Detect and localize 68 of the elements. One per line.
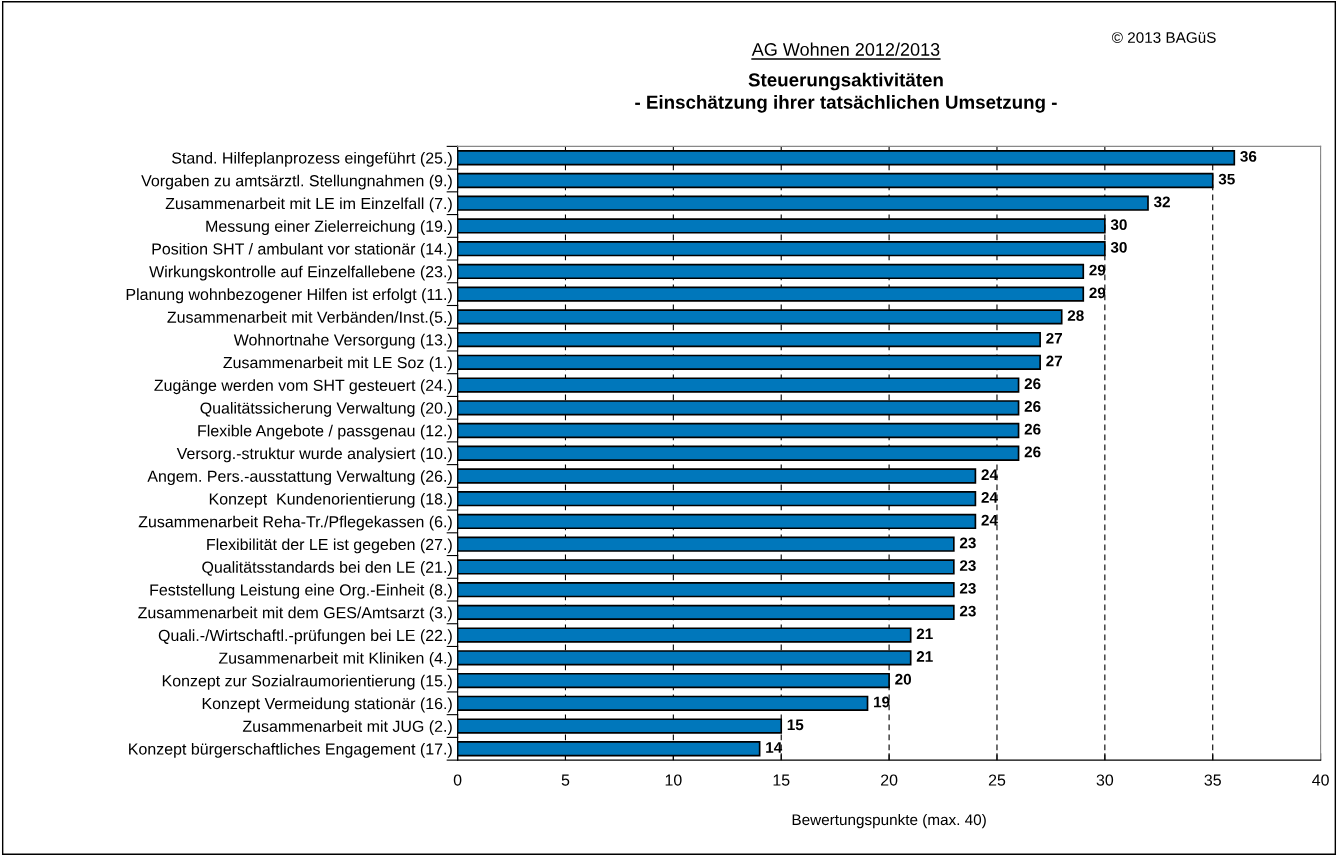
x-tick-label: 20	[881, 774, 898, 786]
y-tick-label: Zusammenarbeit mit Verbänden/Inst.(5.)	[167, 311, 452, 326]
y-tick-label: Qualitätsstandards bei den LE (21.)	[202, 561, 452, 576]
chart-subtitle: Steuerungsaktivitäten - Einschätzung ihrer tatsächlichen Umsetzung -	[635, 72, 1057, 113]
data-label: 35	[1218, 173, 1235, 185]
data-label: 26	[1024, 423, 1041, 435]
y-tick-label: Konzept Kundenorientierung (18.)	[209, 492, 452, 508]
data-label: 27	[1046, 332, 1063, 344]
data-label: 36	[1240, 151, 1257, 162]
data-label: 30	[1110, 241, 1127, 253]
y-tick-label: Zugänge werden vom SHT gesteuert (24.)	[154, 379, 452, 395]
data-label: 32	[1153, 196, 1170, 208]
y-tick-label: Position SHT / ambulant vor stationär (14.)	[152, 242, 452, 258]
bar	[457, 741, 761, 757]
y-tick-label: Zusammenarbeit Reha-Tr./Pflegekassen (6.)	[138, 515, 452, 531]
y-tick-label: Zusammenarbeit mit JUG (2.)	[242, 720, 452, 736]
y-tick-label: Flexible Angebote / passgenau (12.)	[198, 424, 452, 440]
x-axis-title: Bewertungspunkte (max. 40)	[792, 813, 986, 829]
y-tick-label: Zusammenarbeit mit Kliniken (4.)	[218, 652, 452, 667]
data-label: 24	[981, 469, 998, 480]
data-label: 15	[787, 719, 804, 731]
x-tick-label: 35	[1204, 774, 1221, 786]
y-tick-label: Konzept Vermeidung stationär (16.)	[202, 697, 452, 713]
data-label: 28	[1067, 310, 1084, 321]
x-tick-label: 15	[773, 774, 790, 786]
data-label: 26	[1024, 378, 1041, 390]
x-tick-label: 0	[453, 774, 462, 786]
y-tick-label: Planung wohnbezogener Hilfen ist erfolgt (11.)	[126, 288, 452, 304]
y-tick-label: Vorgaben zu amtsärztl. Stellungnahmen (9.)	[141, 174, 452, 190]
y-tick-label: Zusammenarbeit mit dem GES/Amtsarzt (3.)	[138, 606, 452, 622]
x-tick-label: 40	[1312, 774, 1329, 786]
data-label: 30	[1110, 219, 1127, 231]
x-tick-label: 10	[665, 774, 682, 786]
x-tick-label: 5	[561, 774, 570, 786]
text: © 2013 BAGüS	[1111, 32, 1216, 43]
x-tick-label: 25	[988, 774, 1006, 786]
data-label: 21	[916, 628, 933, 640]
y-tick-label: Flexibilität der LE ist gegeben (27.)	[207, 538, 452, 554]
data-label: 19	[874, 696, 890, 708]
data-label: 29	[1089, 264, 1106, 276]
data-label: 23	[959, 537, 976, 549]
y-tick-label: Wohnortnahe Versorgung (13.)	[233, 333, 452, 349]
data-label: 20	[895, 673, 912, 685]
y-tick-label: Messung einer Zielerreichung (19.)	[206, 220, 452, 236]
data-label: 24	[981, 514, 998, 526]
y-tick-label: Qualitätssicherung Verwaltung (20.)	[200, 402, 452, 417]
data-label: 23	[959, 605, 976, 617]
y-tick-label: Quali.-/Wirtschaftl.-prüfungen bei LE (22.)	[158, 629, 452, 645]
data-label: 29	[1089, 287, 1106, 299]
y-tick-label: Zusammenarbeit mit LE im Einzelfall (7.)	[165, 197, 452, 213]
data-label: 23	[959, 582, 976, 594]
data-label: 26	[1024, 446, 1041, 458]
data-label: 23	[959, 560, 976, 572]
y-tick-label: Konzept zur Sozialraumorientierung (15.)	[162, 674, 452, 690]
y-tick-label: Feststellung Leistung eine Org.-Einheit (8.)	[150, 583, 452, 599]
data-label: 24	[981, 492, 998, 503]
y-tick-label: Versorg.-struktur wurde analysiert (10.)	[176, 447, 452, 463]
data-label: 26	[1024, 401, 1041, 412]
chart-title: AG Wohnen 2012/2013	[751, 42, 940, 56]
y-tick-label: Angem. Pers.-ausstattung Verwaltung (26.)	[147, 470, 452, 486]
y-tick-label: Wirkungskontrolle auf Einzelfallebene (23.)	[149, 265, 452, 281]
y-tick-label: Konzept bürgerschaftliches Engagement (17.)	[129, 742, 452, 758]
data-label: 14	[766, 742, 783, 753]
y-tick-label: Stand. Hilfeplanprozess eingeführt (25.)	[172, 151, 452, 167]
x-tick-label: 30	[1096, 774, 1114, 786]
y-tick-label: Zusammenarbeit mit LE Soz (1.)	[223, 356, 452, 372]
data-label: 21	[916, 651, 933, 662]
data-label: 27	[1046, 355, 1063, 367]
